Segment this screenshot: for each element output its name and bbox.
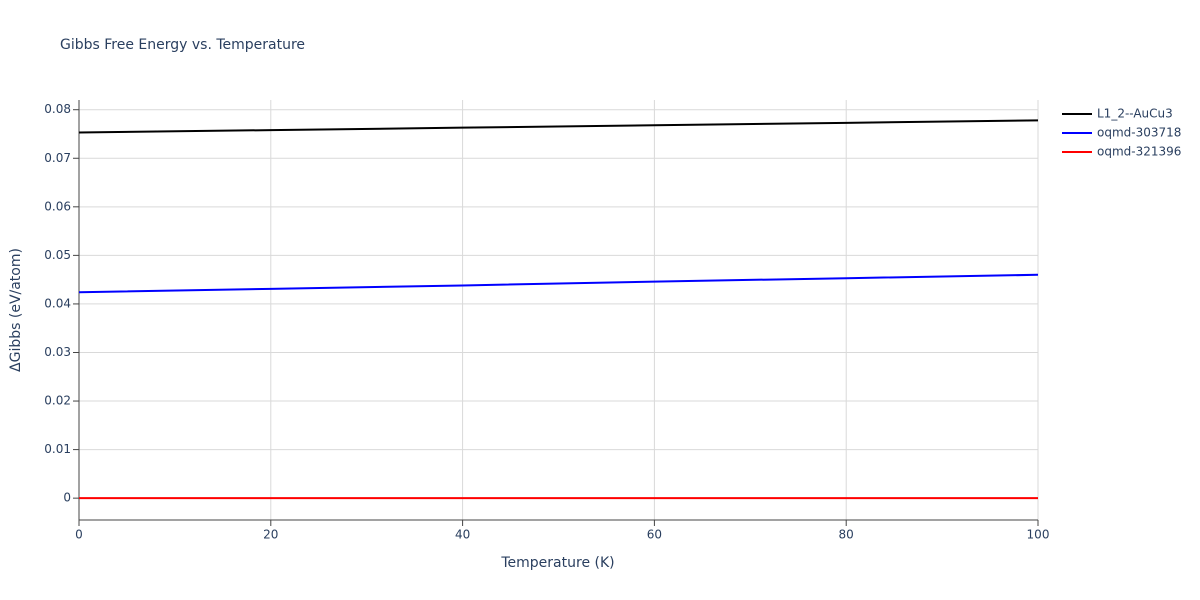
legend-label: oqmd-321396	[1097, 145, 1181, 159]
y-tick-label: 0	[63, 491, 71, 505]
x-tick-label: 20	[263, 528, 278, 542]
chart-title: Gibbs Free Energy vs. Temperature	[60, 37, 305, 53]
x-tick-label: 100	[1027, 528, 1050, 542]
x-tick-label: 60	[647, 528, 662, 542]
legend-label: L1_2--AuCu3	[1097, 107, 1173, 121]
y-axis-label: ΔGibbs (eV/atom)	[8, 248, 24, 372]
y-tick-label: 0.03	[44, 345, 71, 359]
y-tick-label: 0.08	[44, 102, 71, 116]
series-line	[78, 273, 1039, 294]
legend-label: oqmd-303718	[1097, 126, 1181, 140]
legend: L1_2--AuCu3 oqmd-303718 oqmd-321396	[1062, 107, 1181, 159]
x-axis-label: Temperature (K)	[500, 555, 614, 571]
y-tick-label: 0.06	[44, 199, 71, 213]
y-tick-label: 0.01	[44, 442, 71, 456]
plot-area	[78, 119, 1039, 500]
series-line	[78, 119, 1039, 134]
x-tick-label: 40	[455, 528, 470, 542]
y-tick-label: 0.05	[44, 248, 71, 262]
y-tick-label: 0.02	[44, 394, 71, 408]
y-tick-label: 0.07	[44, 151, 71, 165]
x-tick-label: 0	[75, 528, 83, 542]
y-tick-label: 0.04	[44, 296, 71, 310]
x-tick-label: 80	[839, 528, 854, 542]
grid: 0 20 40 60 80 100 0 0.01 0.02 0.03 0.04 0.05 0.06 0.0…	[44, 100, 1049, 542]
